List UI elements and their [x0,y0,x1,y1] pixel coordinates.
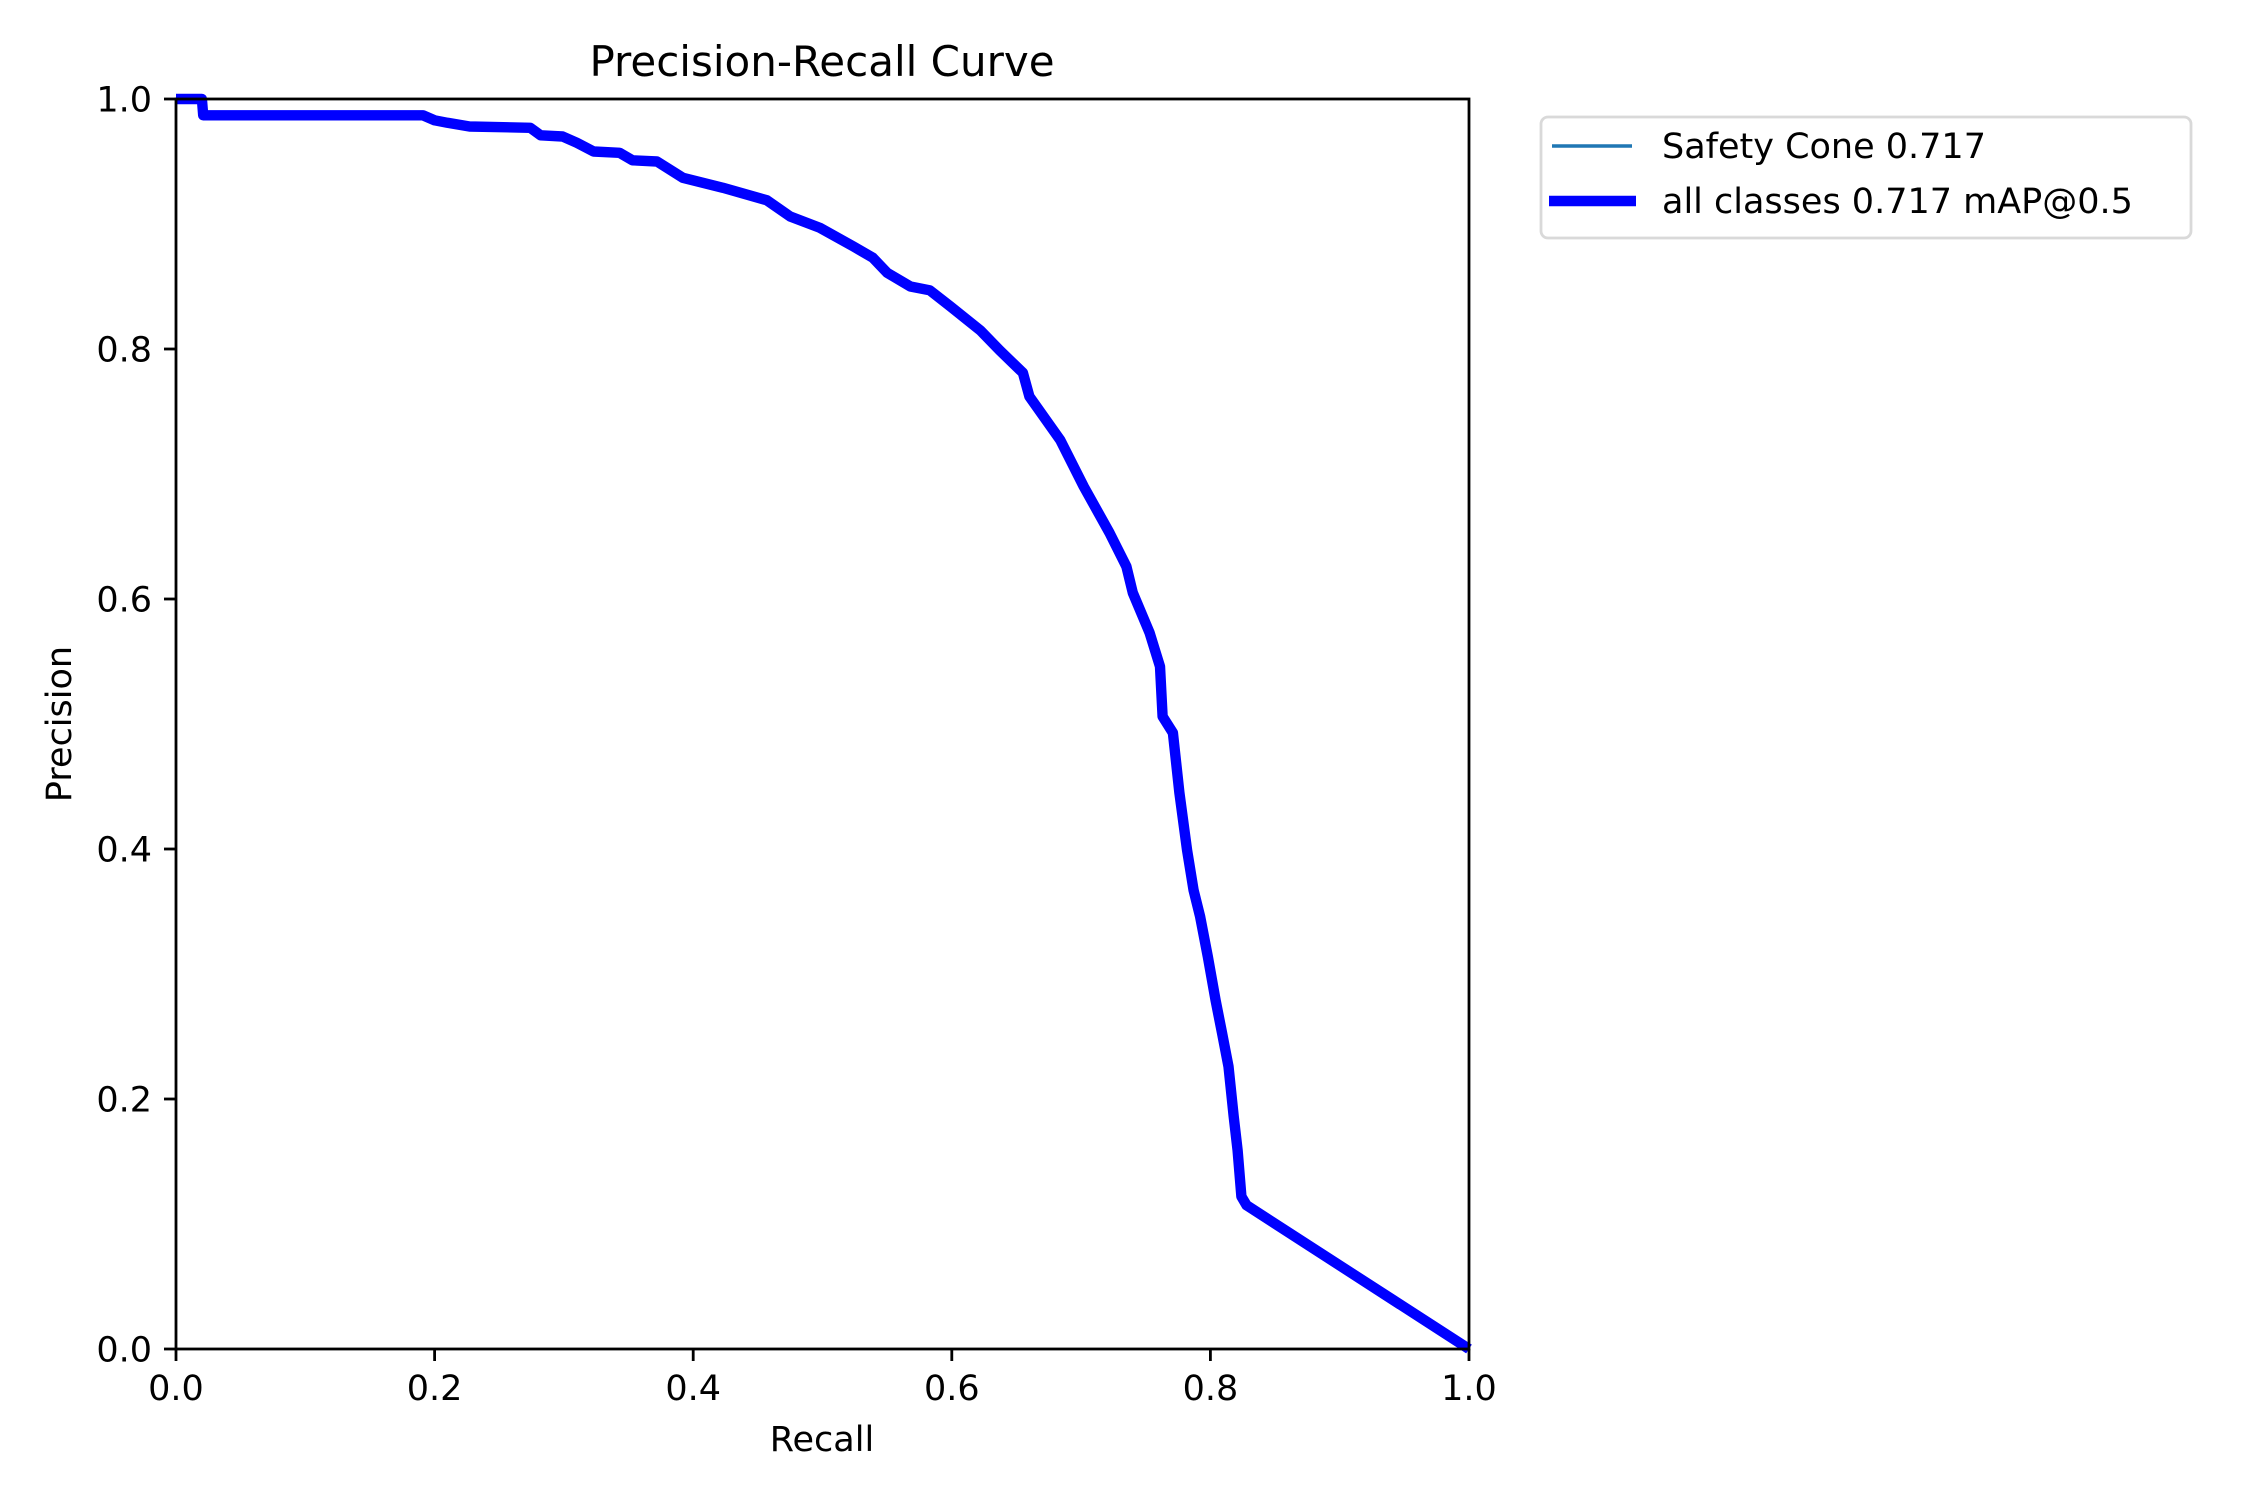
axes-frame [174,97,1471,1351]
y-tick-label: 0.4 [96,831,152,871]
curve-layer [176,93,1472,1354]
x-tick-label: 0.8 [1183,1369,1239,1409]
x-tick-label: 1.0 [1441,1369,1497,1409]
x-tick-label: 0.0 [148,1369,204,1409]
x-tick-label: 0.4 [665,1369,721,1409]
y-tick-label: 0.6 [96,581,152,621]
y-axis-label: Precision [40,646,80,802]
plot-area [174,93,1472,1354]
chart-title: Precision-Recall Curve [589,37,1054,86]
y-tick-label: 0.2 [96,1081,152,1121]
legend-label-safety-cone: Safety Cone 0.717 [1662,127,1986,167]
legend: Safety Cone 0.717 all classes 0.717 mAP@… [1539,115,2193,240]
y-tick-label: 1.0 [96,81,152,121]
x-axis-label: Recall [770,1420,874,1460]
y-axis-ticks: 0.0 0.2 0.4 0.6 0.8 1.0 [96,81,176,1371]
legend-label-all-classes: all classes 0.717 mAP@0.5 [1662,182,2133,222]
pr-curve-line [176,93,1472,1354]
y-tick-label: 0.0 [96,1331,152,1371]
x-axis-ticks: 0.0 0.2 0.4 0.6 0.8 1.0 [148,1349,1497,1409]
axes-background [176,99,1469,1349]
y-tick-label: 0.8 [96,331,152,371]
legend-box [1539,115,2193,240]
x-tick-label: 0.6 [924,1369,980,1409]
x-tick-label: 0.2 [407,1369,463,1409]
